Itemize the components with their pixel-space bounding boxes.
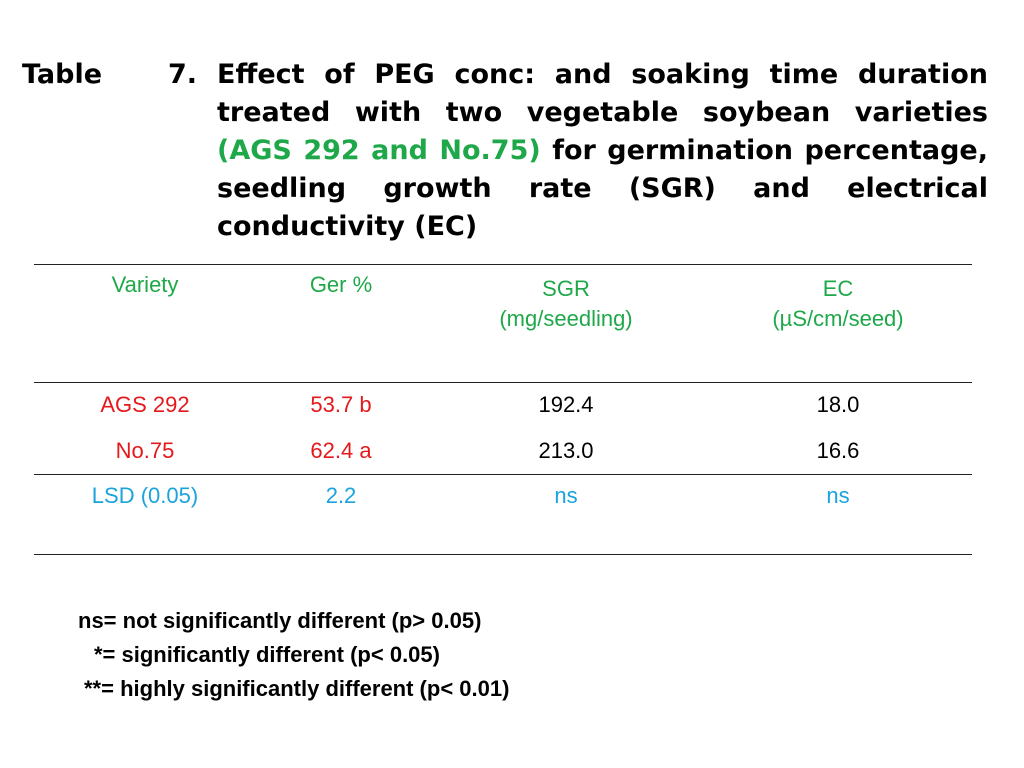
row-2-ger: 62.4 a — [310, 438, 372, 463]
header-ec-line2: (µS/cm/seed) — [772, 306, 904, 331]
footnote-significant: *= significantly different (p< 0.05) — [94, 642, 440, 667]
caption-text-before: Effect of PEG conc: and soaking time dur… — [217, 59, 988, 128]
header-ger: Ger % — [309, 272, 373, 297]
lsd-label: LSD (0.05) — [91, 483, 199, 508]
table-body-rule — [34, 474, 972, 475]
footnote-ns: ns= not significantly different (p> 0.05… — [78, 608, 482, 633]
row-1-variety: AGS 292 — [100, 392, 190, 417]
footnotes: ns= not significantly different (p> 0.05… — [78, 604, 509, 706]
header-ec-line1: EC — [822, 276, 854, 301]
caption-highlight: (AGS 292 and No.75) — [217, 135, 541, 166]
caption-body: Effect of PEG conc: and soaking time dur… — [217, 56, 988, 246]
caption-label: Table — [22, 59, 103, 90]
row-1-sgr: 192.4 — [538, 392, 594, 417]
header-variety: Variety — [111, 272, 179, 297]
caption-lead: Table 7. — [22, 56, 197, 246]
caption-text-after: for germination percentage, seedling gro… — [217, 135, 988, 242]
header-sgr: SGR (mg/seedling) — [466, 274, 666, 334]
footnote-highly-significant: **= highly significantly different (p< 0… — [84, 676, 510, 701]
row-2-variety: No.75 — [115, 438, 175, 463]
row-1-ger: 53.7 b — [310, 392, 372, 417]
row-2-sgr: 213.0 — [538, 438, 594, 463]
table-bottom-rule — [34, 554, 972, 555]
lsd-sgr: ns — [554, 483, 578, 508]
caption-number: 7. — [167, 59, 197, 90]
header-sgr-line1: SGR — [542, 276, 590, 301]
table-top-rule — [34, 264, 972, 265]
table-caption: Table 7. Effect of PEG conc: and soaking… — [22, 56, 988, 246]
header-ec: EC (µS/cm/seed) — [738, 274, 938, 334]
lsd-ec: ns — [826, 483, 850, 508]
lsd-ger: 2.2 — [325, 483, 357, 508]
row-2-ec: 16.6 — [816, 438, 860, 463]
table-header-rule — [34, 382, 972, 383]
header-sgr-line2: (mg/seedling) — [499, 306, 633, 331]
row-1-ec: 18.0 — [816, 392, 860, 417]
